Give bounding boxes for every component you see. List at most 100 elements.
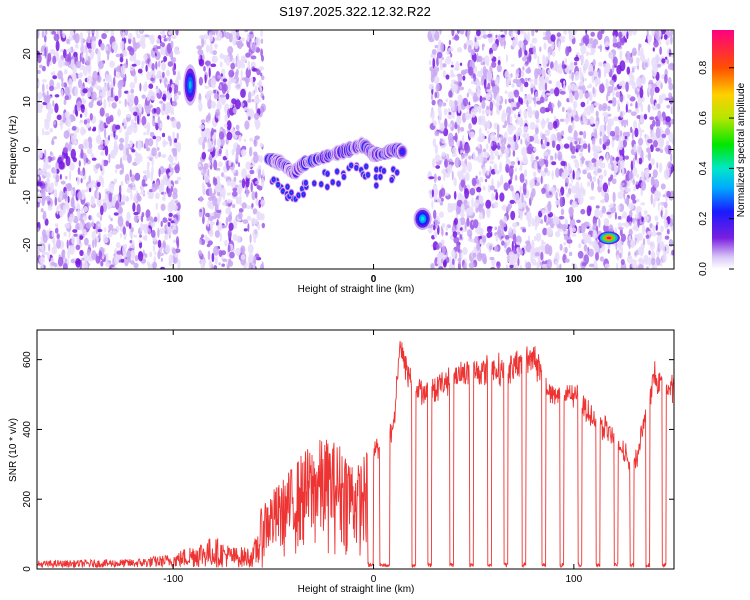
noise-speck (486, 70, 493, 82)
noise-speck (459, 126, 465, 132)
noise-speck (459, 30, 465, 35)
noise-speck (651, 231, 657, 237)
noise-speck (226, 192, 232, 196)
noise-speck (228, 214, 233, 221)
noise-speck (122, 194, 126, 203)
noise-speck (588, 52, 595, 56)
noise-speck (522, 126, 529, 131)
noise-speck (438, 266, 444, 269)
noise-speck (104, 145, 109, 156)
noise-speck (142, 249, 145, 257)
noise-speck (95, 224, 98, 235)
track-halo (305, 182, 307, 184)
noise-speck (151, 147, 157, 157)
noise-speck (453, 236, 460, 244)
noise-speck (505, 163, 510, 173)
noise-speck (649, 116, 655, 121)
noise-speck (556, 188, 560, 193)
noise-speck (245, 67, 251, 79)
noise-speck (571, 120, 575, 130)
noise-speck (630, 160, 634, 171)
noise-speck (241, 100, 248, 109)
noise-speck (466, 201, 470, 206)
noise-speck (130, 88, 134, 94)
noise-speck (568, 251, 573, 257)
noise-speck (62, 60, 66, 67)
noise-speck (462, 247, 468, 255)
noise-speck (480, 30, 487, 35)
noise-speck (580, 208, 586, 215)
noise-speck (524, 77, 529, 82)
noise-speck (63, 130, 70, 139)
noise-speck (580, 53, 585, 65)
noise-speck (574, 70, 580, 81)
noise-speck (111, 197, 115, 206)
noise-speck (79, 235, 84, 241)
noise-speck (247, 60, 251, 71)
noise-speck (555, 167, 560, 178)
noise-speck (658, 94, 662, 105)
noise-speck (636, 58, 640, 67)
noise-speck (489, 185, 495, 191)
noise-speck (130, 190, 133, 201)
noise-speck (574, 161, 580, 168)
noise-speck (161, 132, 166, 138)
noise-speck (241, 202, 247, 209)
noise-speck (456, 73, 462, 77)
noise-speck (203, 65, 206, 72)
noise-speck (660, 183, 666, 190)
noise-speck (37, 188, 41, 193)
noise-speck (478, 221, 481, 228)
noise-speck (504, 242, 507, 249)
noise-speck (465, 172, 470, 182)
noise-speck (176, 141, 182, 153)
noise-speck (548, 73, 552, 77)
noise-speck (467, 161, 472, 173)
noise-speck (222, 78, 228, 82)
noise-speck (558, 215, 565, 220)
noise-speck (448, 137, 455, 148)
noise-speck (578, 82, 584, 87)
noise-speck (111, 102, 116, 109)
track-halo (343, 176, 345, 178)
noise-speck (88, 48, 92, 54)
noise-speck (490, 231, 493, 237)
noise-speck (591, 43, 596, 49)
noise-speck (670, 118, 674, 125)
noise-speck (235, 247, 241, 256)
noise-speck (477, 55, 483, 63)
noise-speck (495, 76, 500, 86)
noise-speck (490, 141, 493, 147)
noise-speck (508, 73, 512, 85)
noise-speck (248, 262, 253, 269)
noise-speck (68, 47, 72, 52)
noise-speck (79, 171, 84, 176)
noise-speck (162, 174, 168, 185)
noise-speck (539, 245, 544, 250)
noise-speck (78, 143, 84, 150)
noise-speck (173, 239, 176, 244)
noise-speck (122, 49, 128, 57)
noise-speck (666, 140, 670, 146)
noise-speck (631, 129, 634, 141)
noise-speck (471, 49, 476, 56)
noise-speck (90, 35, 97, 42)
noise-speck (659, 46, 662, 55)
noise-speck (545, 92, 552, 96)
noise-speck (634, 127, 639, 138)
noise-speck (540, 83, 543, 87)
colorbar-label: Normalized spectral amplitude (736, 82, 747, 217)
noise-speck (516, 101, 521, 108)
noise-speck (236, 144, 241, 155)
noise-speck (668, 48, 672, 57)
noise-speck (478, 228, 484, 236)
noise-speck (113, 131, 116, 138)
noise-speck (614, 212, 618, 220)
noise-speck (503, 182, 509, 191)
noise-speck (258, 79, 263, 90)
noise-speck (459, 62, 463, 66)
noise-speck (469, 238, 475, 243)
noise-speck (513, 89, 520, 98)
noise-speck (539, 262, 543, 266)
noise-speck (61, 88, 64, 98)
